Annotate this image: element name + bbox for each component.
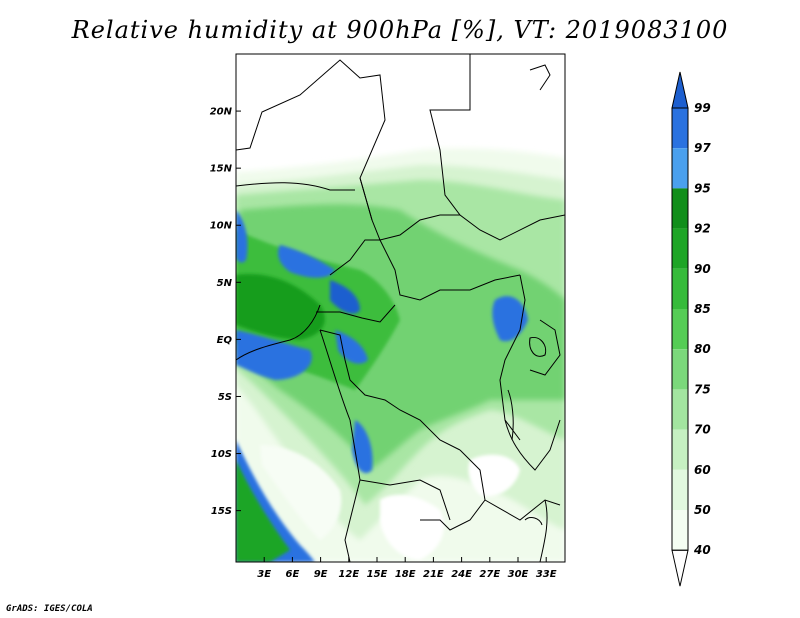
lat-tick-label: 10S: [211, 449, 232, 460]
dry-patch-ocean: [260, 445, 342, 540]
lon-tick-label: 15E: [367, 569, 388, 580]
colorbar-segment: [672, 188, 688, 229]
field-97-rift: [492, 296, 528, 342]
longitude-axis: 3E 6E 9E 12E 15E 18E 21E 24E 27E 30E 33E: [257, 557, 557, 580]
border-sahel: [236, 182, 355, 191]
humidity-field: [236, 148, 565, 562]
border-sudan: [429, 54, 565, 241]
colorbar-level-label: 85: [694, 302, 711, 316]
border-cameroon: [316, 304, 396, 323]
lake-kariba: [524, 517, 543, 526]
lat-tick-label: 5N: [217, 278, 233, 289]
colorbar-level-label: 75: [694, 382, 711, 396]
border-drc-south: [420, 449, 486, 531]
colorbar-segment: [672, 309, 688, 350]
border-tanzania: [504, 419, 561, 471]
colorbar-segment: [672, 510, 688, 551]
colorbar-level-label: 50: [694, 503, 711, 517]
coastline-west: [319, 329, 351, 421]
border-north: [236, 59, 386, 221]
border-angola-south: [359, 479, 451, 521]
colorbar-level-label: 70: [694, 423, 711, 437]
field-97-nigeria: [278, 245, 335, 278]
lon-tick-label: 18E: [395, 569, 416, 580]
country-borders: [236, 54, 565, 562]
colorbar-frame: [671, 107, 689, 551]
field-97-gulf: [236, 330, 312, 380]
dry-patch-zambia: [468, 454, 520, 497]
border-angola-coast: [344, 419, 361, 562]
lon-tick-label: 6E: [286, 569, 300, 580]
colorbar-segment: [672, 389, 688, 430]
colorbar-level-label: 40: [693, 543, 711, 557]
colorbar-level-label: 99: [694, 101, 711, 115]
colorbar-segment: [672, 268, 688, 309]
colorbar-level-label: 60: [694, 463, 711, 477]
coastline-gulf: [236, 304, 321, 361]
colorbar-level-label: 92: [694, 222, 711, 236]
lat-tick-label: 5S: [218, 392, 232, 403]
colorbar-segment: [672, 429, 688, 470]
colorbar-level-label: 97: [694, 141, 711, 155]
colorbar-bottom-arrow: [671, 549, 689, 587]
colorbar-level-label: 80: [694, 342, 711, 356]
colorbar-level-label: 95: [694, 181, 711, 195]
field-97-gabon: [335, 330, 368, 364]
border-zambia: [484, 499, 561, 521]
colorbar-segment: [672, 349, 688, 390]
lat-tick-label: 10N: [210, 221, 233, 232]
colorbar-segment: [672, 108, 688, 149]
dry-patch-south: [380, 494, 444, 560]
border-uganda: [529, 319, 561, 376]
lakes: [507, 336, 547, 526]
lat-tick-label: EQ: [217, 335, 233, 346]
border-car: [329, 239, 521, 301]
latitude-axis: 20N 15N 10N 5N EQ 5S 10S 15S: [210, 107, 241, 517]
colorbar-segment: [672, 469, 688, 510]
grads-credit: GrADS: IGES/COLA: [6, 604, 93, 614]
lat-tick-label: 20N: [210, 107, 233, 118]
lon-tick-label: 27E: [479, 569, 500, 580]
colorbar: 99 97 95 92 90 85 80 75 70 60 50 40: [671, 71, 711, 587]
lake-tanganyika: [507, 389, 514, 441]
border-egypt-ne: [529, 64, 551, 91]
map-title: Relative humidity at 900hPa [%], VT: 201…: [71, 16, 729, 44]
field-97-west: [236, 210, 248, 263]
map-frame: [235, 53, 566, 563]
lon-tick-label: 33E: [536, 569, 557, 580]
lat-tick-label: 15N: [210, 164, 233, 175]
field-92: [236, 274, 325, 340]
colorbar-top-arrow: [671, 71, 689, 109]
colorbar-segment: [672, 228, 688, 269]
lat-tick-label: 15S: [211, 506, 232, 517]
field-99-cameroon: [330, 280, 360, 314]
lake-victoria: [529, 336, 547, 357]
border-congo: [319, 329, 461, 451]
lon-tick-label: 30E: [508, 569, 529, 580]
border-mozambique: [539, 499, 548, 562]
lon-tick-label: 24E: [451, 569, 472, 580]
lon-tick-label: 21E: [423, 569, 444, 580]
colorbar-level-label: 90: [694, 262, 711, 276]
lon-tick-label: 12E: [338, 569, 359, 580]
field-90-atlantic: [236, 460, 290, 562]
lon-tick-label: 3E: [257, 569, 271, 580]
border-chad: [359, 177, 460, 241]
colorbar-segment: [672, 148, 688, 189]
lon-tick-label: 9E: [314, 569, 328, 580]
